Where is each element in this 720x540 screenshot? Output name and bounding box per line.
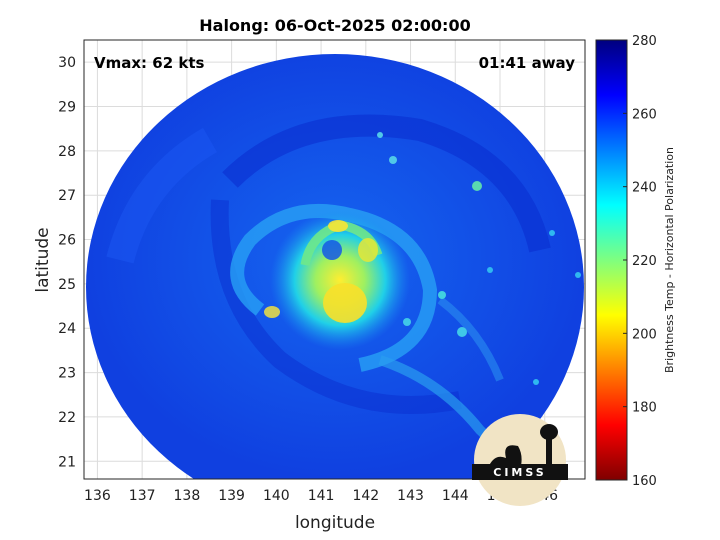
y-tick-label: 30 [58,55,76,71]
colorbar-tick-label: 280 [632,34,657,49]
x-axis-label: longitude [295,513,375,533]
y-tick-label: 25 [58,277,76,293]
time-away-annotation: 01:41 away [479,54,576,72]
colorbar-label: Brightness Temp - Horizontal Polarizatio… [663,147,676,373]
x-tick-label: 140 [263,488,290,504]
y-axis-label: latitude [33,227,53,292]
y-tick-label: 29 [58,100,76,116]
vmax-annotation: Vmax: 62 kts [94,54,204,72]
y-tick-label: 28 [58,144,76,160]
x-tick-label: 144 [442,488,469,504]
chart-title: Halong: 06-Oct-2025 02:00:00 [199,16,470,35]
colorbar-tick-label: 240 [632,181,657,196]
y-tick-label: 23 [58,366,76,382]
y-tick-label: 22 [58,410,76,426]
y-tick-label: 24 [58,321,76,337]
cimss-logo: CIMSS [472,414,568,506]
x-tick-label: 142 [352,488,379,504]
x-tick-label: 141 [308,488,335,504]
colorbar-tick-label: 200 [632,327,657,342]
microwave-swath [86,54,584,479]
colorbar-ticks: 160 180 200 220 240 260 280 [623,34,657,489]
colorbar-tick-label: 160 [632,474,657,489]
y-tick-label: 26 [58,233,76,249]
x-tick-label: 138 [174,488,201,504]
plot-area [84,40,585,479]
x-tick-label: 143 [397,488,424,504]
x-tick-label: 136 [84,488,111,504]
axes-frame [83,39,586,480]
colorbar-tick-label: 180 [632,401,657,416]
x-tick-label: 139 [218,488,245,504]
colorbar-tick-label: 260 [632,107,657,122]
colorbar-tick-label: 220 [632,254,657,269]
tower-icon [546,434,552,472]
x-tick-label: 137 [129,488,156,504]
y-tick-label: 21 [58,454,76,470]
y-tick-labels: 21 22 23 24 25 26 27 28 29 30 [58,55,76,470]
y-tick-label: 27 [58,188,76,204]
colorbar: 160 180 200 220 240 260 280 Brightness Temp - … [595,34,676,489]
logo-text: CIMSS [493,466,546,479]
